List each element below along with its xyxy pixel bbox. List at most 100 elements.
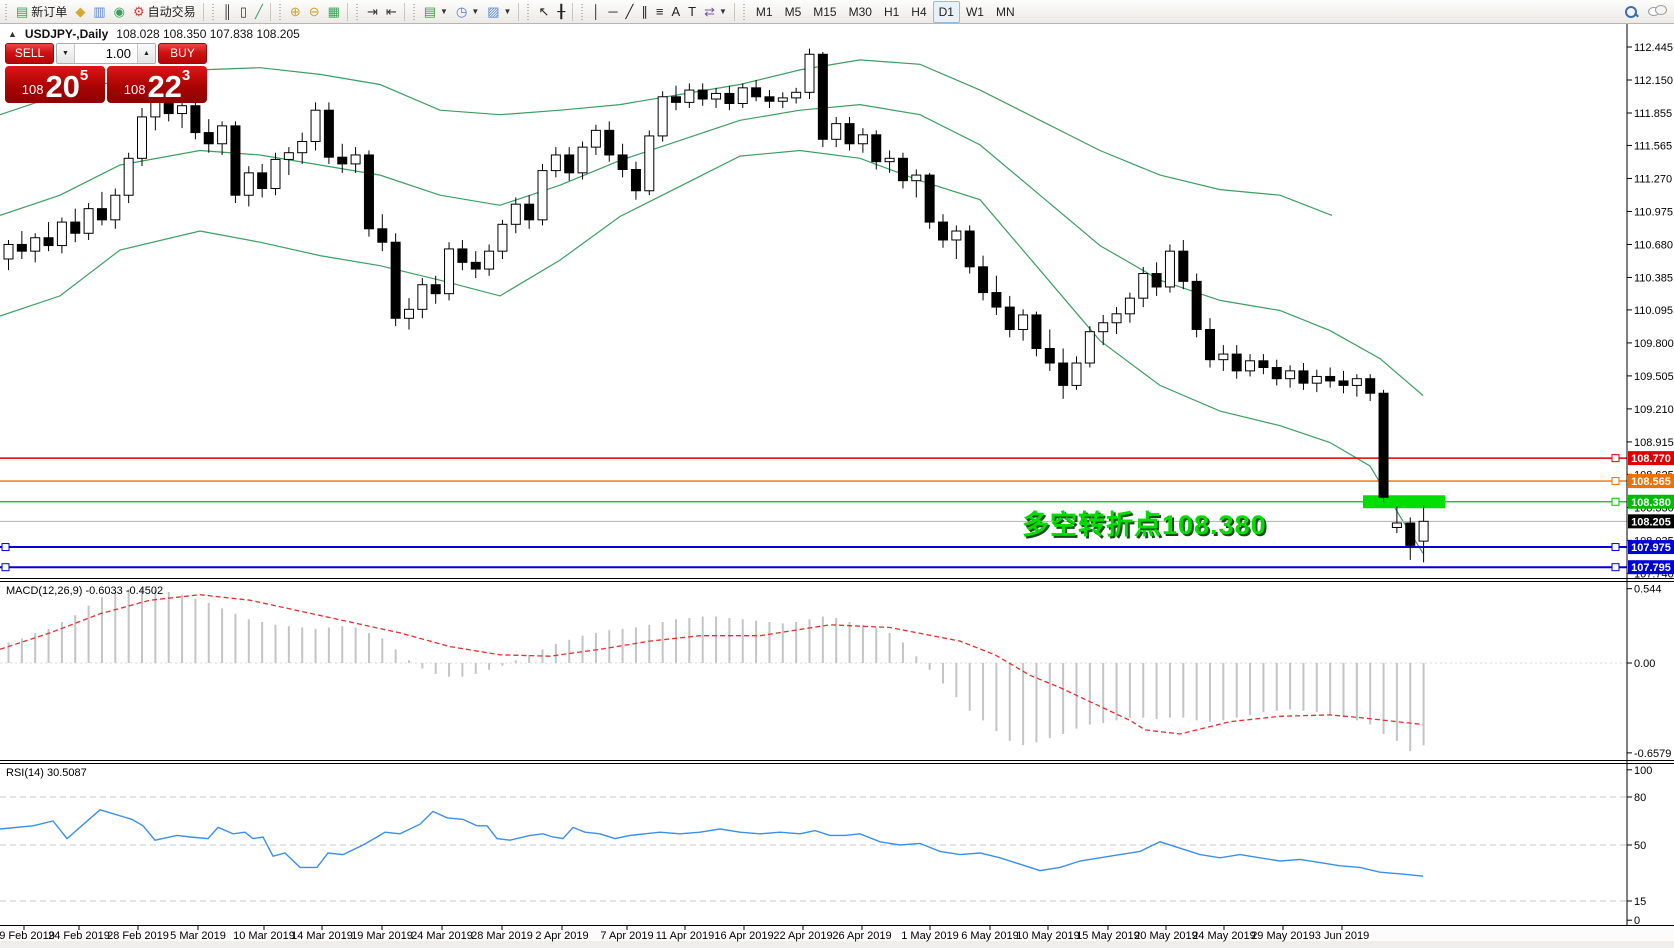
- timeframe-button-m15[interactable]: M15: [813, 4, 837, 19]
- vertical-line-icon: │: [592, 4, 601, 19]
- profiles-button[interactable]: ◆: [71, 1, 89, 23]
- volume-input[interactable]: [75, 44, 137, 63]
- candle-bull: [56, 221, 67, 247]
- timeframe-button-h1[interactable]: H1: [883, 4, 900, 19]
- label-button[interactable]: T: [684, 1, 700, 23]
- channel-button[interactable]: ∥: [637, 1, 652, 23]
- market-watch-icon: ▥: [93, 4, 106, 19]
- buy-button[interactable]: BUY: [158, 43, 207, 64]
- candle-bull: [123, 157, 134, 196]
- toolbar-grip[interactable]: [580, 3, 586, 20]
- ask-price-button[interactable]: 108 22 3: [107, 66, 207, 103]
- sell-button[interactable]: SELL: [5, 43, 54, 64]
- candlestick-button[interactable]: ▯: [236, 1, 251, 23]
- auto-trading-button[interactable]: ⚙ 自动交易: [129, 1, 200, 23]
- timeframe-button-mn[interactable]: MN: [995, 4, 1015, 19]
- toolbar-grip[interactable]: [277, 3, 283, 20]
- horizontal-line-icon: ─: [608, 4, 618, 19]
- new-order-button-label: 新订单: [31, 5, 68, 19]
- candle-bear: [43, 237, 54, 247]
- date-label: 19 Feb 2019: [0, 930, 55, 942]
- candle-bear: [978, 266, 989, 294]
- cursor-icon: ↖: [538, 4, 550, 19]
- candle-bull: [951, 230, 962, 241]
- tile-windows-button[interactable]: ▦: [324, 1, 344, 23]
- toolbar-grip[interactable]: [4, 3, 9, 20]
- hline-handle-108.380[interactable]: [1611, 497, 1620, 506]
- trendline-button[interactable]: ╱: [622, 1, 638, 23]
- toolbar-grip[interactable]: [741, 3, 747, 20]
- price-tick-label: 112.445: [1634, 42, 1673, 54]
- timeframe-button-h4[interactable]: H4: [911, 4, 927, 19]
- hline-handle-107.795[interactable]: [1, 563, 10, 572]
- candle-bear: [844, 123, 855, 145]
- timeframe-button-m30[interactable]: M30: [848, 4, 872, 19]
- search-icon[interactable]: [1624, 5, 1638, 19]
- toolbar-grip[interactable]: [354, 3, 360, 20]
- candle-bull: [510, 203, 521, 225]
- candle-bull: [444, 248, 455, 295]
- toolbar-separator: [572, 2, 574, 21]
- zoom-out-button[interactable]: ⊖: [305, 1, 324, 23]
- candle-bull: [1391, 522, 1402, 528]
- arrows-button[interactable]: ⇄ ▼: [700, 1, 731, 23]
- toolbar-grip[interactable]: [210, 3, 216, 20]
- signals-icon: ◉: [113, 4, 125, 19]
- horizontal-line-button[interactable]: ─: [604, 1, 621, 23]
- candle-bull: [217, 125, 228, 145]
- volume-up-button[interactable]: ▲: [137, 44, 155, 63]
- volume-stepper: ▼ ▲: [56, 43, 156, 64]
- auto-scroll-button[interactable]: ⇥: [363, 1, 382, 23]
- volume-down-button[interactable]: ▼: [57, 44, 75, 63]
- hline-handle-107.975[interactable]: [1611, 543, 1620, 552]
- highlight-rectangle[interactable]: [1363, 495, 1445, 509]
- candle-bull: [497, 223, 508, 252]
- timeframe-button-m1[interactable]: M1: [755, 4, 773, 19]
- fibonacci-button[interactable]: ≡: [652, 1, 668, 23]
- candle-bull: [590, 129, 601, 148]
- hline-handle-107.795[interactable]: [1611, 563, 1620, 572]
- templates-icon: ▨: [487, 4, 500, 19]
- periods-button[interactable]: ◷ ▼: [452, 1, 483, 23]
- market-watch-button[interactable]: ▥: [89, 1, 109, 23]
- candle-bear: [323, 109, 334, 158]
- candle-bull: [911, 174, 922, 182]
- candle-bull: [83, 208, 94, 234]
- date-label: 26 Apr 2019: [832, 930, 891, 942]
- timeframe-button-d1[interactable]: D1: [932, 0, 960, 23]
- timeframe-button-w1[interactable]: W1: [965, 4, 984, 19]
- hline-handle-107.975[interactable]: [1, 543, 10, 552]
- toolbar-grip[interactable]: [526, 3, 532, 20]
- line-chart-button[interactable]: ╱: [251, 1, 267, 23]
- date-label: 28 Mar 2019: [471, 930, 533, 942]
- cursor-button[interactable]: ↖: [534, 1, 553, 23]
- bar-chart-button[interactable]: ║: [219, 1, 236, 23]
- candle-bull: [857, 134, 868, 145]
- vertical-line-button[interactable]: │: [588, 1, 604, 23]
- panel-collapse-arrow[interactable]: ▲: [8, 29, 17, 39]
- candle-bear: [337, 156, 348, 165]
- hline-handle-108.565[interactable]: [1611, 477, 1620, 486]
- timeframe-button-m5[interactable]: M5: [784, 4, 802, 19]
- chat-icon[interactable]: [1648, 5, 1667, 18]
- annotation-text[interactable]: 多空转折点108.380: [1022, 510, 1267, 540]
- chart-background: [0, 23, 1674, 948]
- new-order-button[interactable]: ▤ 新订单: [12, 1, 71, 23]
- chart-title-row: ▲ USDJPY-,Daily 108.028 108.350 107.838 …: [8, 27, 300, 41]
- indicators-button[interactable]: ▤ ▼: [420, 1, 452, 23]
- text-button[interactable]: A: [667, 1, 684, 23]
- chart-shift-button[interactable]: ⇤: [382, 1, 401, 23]
- zoom-in-button[interactable]: ⊕: [286, 1, 305, 23]
- candle-bear: [96, 208, 107, 221]
- signals-button[interactable]: ◉: [110, 1, 129, 23]
- new-order-icon: ▤: [16, 4, 29, 19]
- candle-bear: [604, 129, 615, 156]
- candle-bear: [390, 241, 401, 319]
- hline-handle-108.770[interactable]: [1611, 454, 1620, 463]
- bid-big-digits: 20: [45, 69, 80, 104]
- toolbar-grip[interactable]: [411, 3, 417, 20]
- bollinger-upper-band: [0, 59, 1333, 216]
- bid-price-button[interactable]: 108 20 5: [5, 66, 105, 103]
- templates-button[interactable]: ▨ ▼: [483, 1, 515, 23]
- crosshair-button[interactable]: ╂: [553, 1, 569, 23]
